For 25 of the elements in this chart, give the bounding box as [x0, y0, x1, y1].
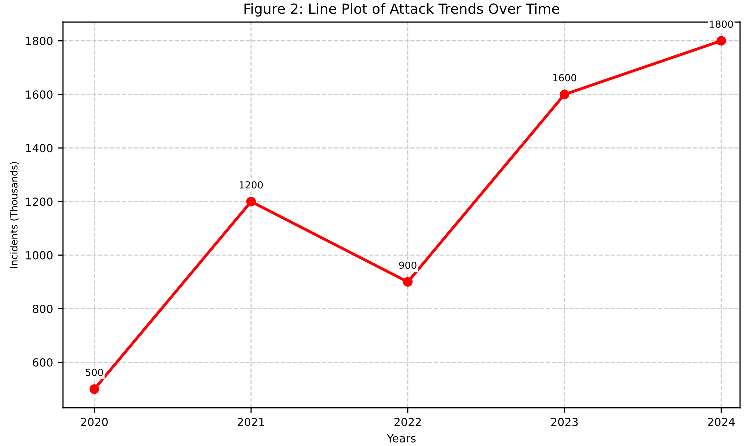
x-tick-label: 2023	[551, 418, 578, 426]
y-tick-label: 800	[33, 304, 53, 314]
data-label: 1800	[710, 20, 734, 28]
y-tick-label: 1800	[26, 37, 53, 46]
data-label: 1200	[240, 181, 264, 189]
y-axis-title: Incidents (Thousands)	[10, 162, 19, 268]
x-tick-label: 2022	[394, 418, 422, 426]
x-tick-label: 2020	[81, 418, 108, 426]
y-tick-label: 600	[33, 358, 53, 367]
x-tick-label: 2024	[708, 418, 735, 426]
y-tick-label: 1000	[26, 251, 53, 260]
point	[246, 196, 256, 207]
x-axis-title: Years	[387, 434, 416, 443]
y-tick-label: 1400	[26, 144, 53, 153]
point	[716, 36, 726, 46]
data-label: 900	[399, 262, 417, 270]
point	[403, 277, 413, 288]
y-tick-label: 1200	[26, 198, 53, 206]
data-label: 500	[86, 368, 104, 376]
x-tick-label: 2021	[238, 418, 264, 426]
data-label: 1600	[553, 74, 576, 82]
point	[90, 384, 100, 394]
chart-title: Figure 2: Line Plot of Attack Trends Over Time	[244, 3, 560, 17]
y-tick-label: 1600	[26, 90, 53, 100]
point	[560, 90, 570, 100]
